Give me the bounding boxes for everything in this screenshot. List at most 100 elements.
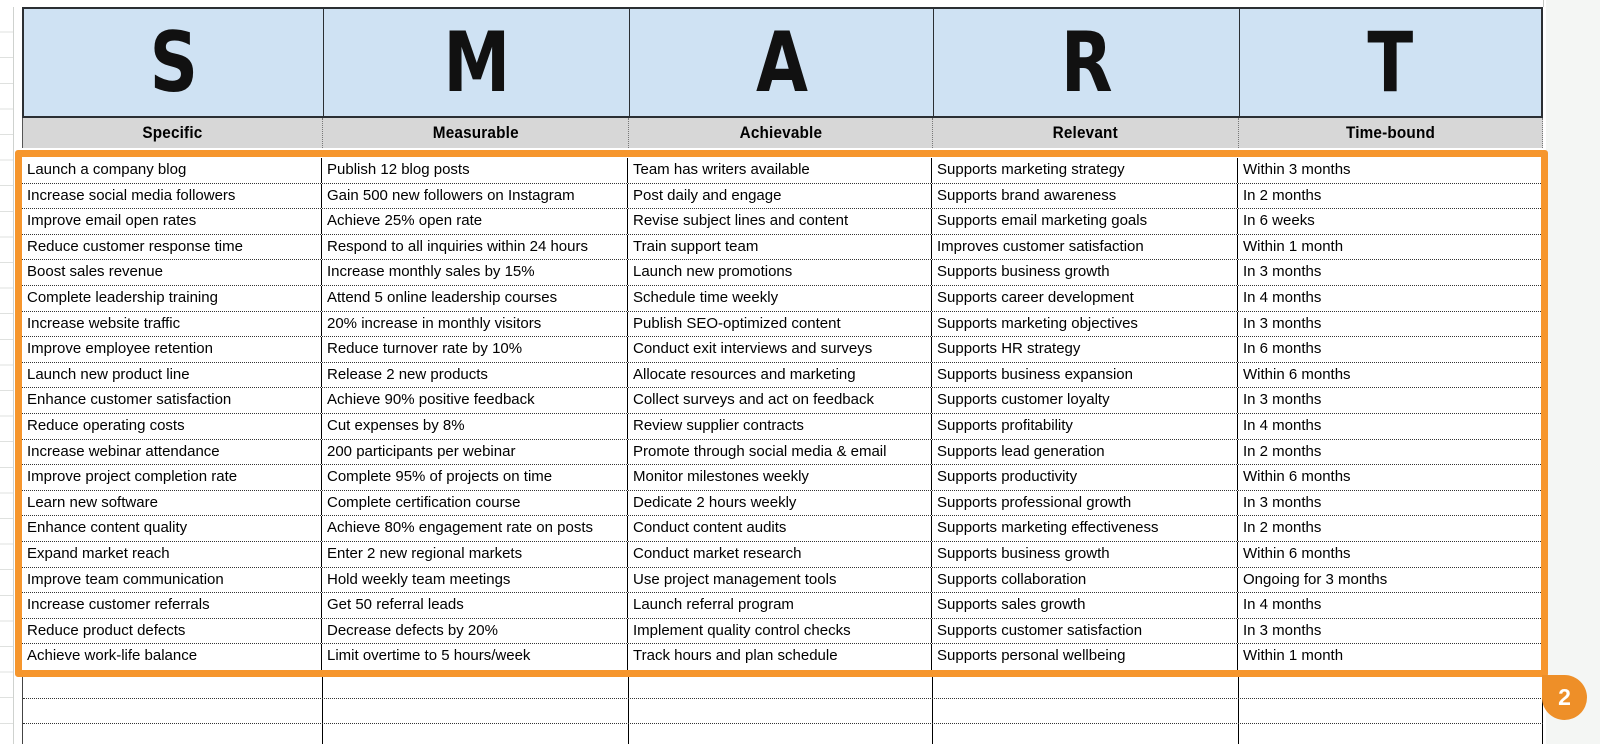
cell-relevant[interactable]: Supports marketing objectives <box>932 311 1238 337</box>
cell-relevant[interactable]: Supports HR strategy <box>932 337 1238 362</box>
cell-measurable[interactable]: Achieve 90% positive feedback <box>322 388 628 413</box>
cell-specific[interactable]: Learn new software <box>22 490 322 516</box>
cell-timebound[interactable]: Ongoing for 3 months <box>1238 567 1543 593</box>
cell-relevant[interactable]: Supports sales growth <box>932 593 1238 618</box>
header-cell-s[interactable]: S <box>24 9 324 116</box>
cell-timebound[interactable]: In 3 months <box>1238 260 1543 285</box>
cell-timebound[interactable]: Within 3 months <box>1238 158 1543 183</box>
cell-timebound[interactable]: In 2 months <box>1238 439 1543 465</box>
cell-measurable[interactable]: Reduce turnover rate by 10% <box>322 337 628 362</box>
cell-relevant[interactable]: Supports customer satisfaction <box>932 618 1238 644</box>
subheader-measurable[interactable]: Measurable <box>323 118 629 148</box>
subheader-achievable[interactable]: Achievable <box>629 118 933 148</box>
cell-timebound[interactable]: Within 6 months <box>1238 465 1543 490</box>
cell-specific[interactable]: Launch new product line <box>22 362 322 388</box>
empty-cell[interactable] <box>323 677 629 744</box>
cell-relevant[interactable]: Supports business growth <box>932 541 1238 567</box>
cell-relevant[interactable]: Supports marketing strategy <box>932 158 1238 183</box>
collaborator-badge[interactable]: 2 <box>1542 675 1587 720</box>
cell-measurable[interactable]: Decrease defects by 20% <box>322 618 628 644</box>
cell-relevant[interactable]: Supports collaboration <box>932 567 1238 593</box>
cell-achievable[interactable]: Implement quality control checks <box>628 618 932 644</box>
cell-relevant[interactable]: Supports profitability <box>932 413 1238 439</box>
cell-timebound[interactable]: Within 6 months <box>1238 541 1543 567</box>
cell-timebound[interactable]: In 3 months <box>1238 490 1543 516</box>
cell-measurable[interactable]: Hold weekly team meetings <box>322 567 628 593</box>
cell-relevant[interactable]: Supports lead generation <box>932 439 1238 465</box>
header-cell-a[interactable]: A <box>630 9 934 116</box>
cell-achievable[interactable]: Collect surveys and act on feedback <box>628 388 932 413</box>
cell-measurable[interactable]: Increase monthly sales by 15% <box>322 260 628 285</box>
cell-specific[interactable]: Enhance customer satisfaction <box>22 388 322 413</box>
cell-specific[interactable]: Increase social media followers <box>22 183 322 209</box>
header-cell-t[interactable]: T <box>1240 9 1541 116</box>
cell-achievable[interactable]: Schedule time weekly <box>628 285 932 311</box>
cell-measurable[interactable]: Publish 12 blog posts <box>322 158 628 183</box>
cell-relevant[interactable]: Supports productivity <box>932 465 1238 490</box>
cell-achievable[interactable]: Team has writers available <box>628 158 932 183</box>
cell-measurable[interactable]: Cut expenses by 8% <box>322 413 628 439</box>
cell-specific[interactable]: Improve project completion rate <box>22 465 322 490</box>
cell-measurable[interactable]: Achieve 25% open rate <box>322 209 628 234</box>
cell-specific[interactable]: Enhance content quality <box>22 516 322 541</box>
cell-measurable[interactable]: Gain 500 new followers on Instagram <box>322 183 628 209</box>
subheader-timebound[interactable]: Time-bound <box>1345 123 1436 142</box>
cell-specific[interactable]: Improve employee retention <box>22 337 322 362</box>
cell-timebound[interactable]: In 4 months <box>1238 285 1543 311</box>
cell-achievable[interactable]: Allocate resources and marketing <box>628 362 932 388</box>
cell-timebound[interactable]: In 3 months <box>1238 311 1543 337</box>
cell-timebound[interactable]: In 6 weeks <box>1238 209 1543 234</box>
cell-relevant[interactable]: Supports brand awareness <box>932 183 1238 209</box>
cell-specific[interactable]: Increase webinar attendance <box>22 439 322 465</box>
cell-measurable[interactable]: Get 50 referral leads <box>322 593 628 618</box>
subheader-specific[interactable]: Specific <box>23 118 323 148</box>
cell-measurable[interactable]: Attend 5 online leadership courses <box>322 285 628 311</box>
cell-achievable[interactable]: Launch referral program <box>628 593 932 618</box>
cell-achievable[interactable]: Promote through social media & email <box>628 439 932 465</box>
cell-timebound[interactable]: Within 1 month <box>1238 234 1543 260</box>
cell-specific[interactable]: Achieve work-life balance <box>22 644 322 670</box>
cell-measurable[interactable]: Respond to all inquiries within 24 hours <box>322 234 628 260</box>
cell-relevant[interactable]: Supports career development <box>932 285 1238 311</box>
cell-achievable[interactable]: Conduct exit interviews and surveys <box>628 337 932 362</box>
cell-achievable[interactable]: Monitor milestones weekly <box>628 465 932 490</box>
cell-specific[interactable]: Increase customer referrals <box>22 593 322 618</box>
cell-timebound[interactable]: In 6 months <box>1238 337 1543 362</box>
cell-measurable[interactable]: Complete 95% of projects on time <box>322 465 628 490</box>
cell-timebound[interactable]: Within 6 months <box>1238 362 1543 388</box>
cell-specific[interactable]: Launch a company blog <box>22 158 322 183</box>
cell-timebound[interactable]: In 4 months <box>1238 593 1543 618</box>
cell-measurable[interactable]: Enter 2 new regional markets <box>322 541 628 567</box>
header-cell-r[interactable]: R <box>934 9 1240 116</box>
cell-achievable[interactable]: Review supplier contracts <box>628 413 932 439</box>
cell-achievable[interactable]: Dedicate 2 hours weekly <box>628 490 932 516</box>
cell-specific[interactable]: Improve team communication <box>22 567 322 593</box>
cell-specific[interactable]: Complete leadership training <box>22 285 322 311</box>
header-cell-m[interactable]: M <box>324 9 630 116</box>
empty-cell[interactable] <box>23 677 323 744</box>
cell-achievable[interactable]: Publish SEO-optimized content <box>628 311 932 337</box>
empty-cell[interactable] <box>1239 677 1543 744</box>
cell-specific[interactable]: Expand market reach <box>22 541 322 567</box>
cell-measurable[interactable]: Release 2 new products <box>322 362 628 388</box>
cell-achievable[interactable]: Conduct market research <box>628 541 932 567</box>
cell-specific[interactable]: Reduce operating costs <box>22 413 322 439</box>
cell-achievable[interactable]: Use project management tools <box>628 567 932 593</box>
cell-achievable[interactable]: Train support team <box>628 234 932 260</box>
cell-specific[interactable]: Improve email open rates <box>22 209 322 234</box>
empty-cell[interactable] <box>933 677 1239 744</box>
cell-timebound[interactable]: In 3 months <box>1238 618 1543 644</box>
cell-relevant[interactable]: Supports professional growth <box>932 490 1238 516</box>
cell-timebound[interactable]: In 2 months <box>1238 183 1543 209</box>
cell-achievable[interactable]: Post daily and engage <box>628 183 932 209</box>
cell-achievable[interactable]: Revise subject lines and content <box>628 209 932 234</box>
cell-specific[interactable]: Increase website traffic <box>22 311 322 337</box>
cell-relevant[interactable]: Supports personal wellbeing <box>932 644 1238 670</box>
cell-timebound[interactable]: In 4 months <box>1238 413 1543 439</box>
cell-relevant[interactable]: Supports business growth <box>932 260 1238 285</box>
cell-relevant[interactable]: Supports email marketing goals <box>932 209 1238 234</box>
cell-achievable[interactable]: Conduct content audits <box>628 516 932 541</box>
cell-specific[interactable]: Reduce customer response time <box>22 234 322 260</box>
cell-measurable[interactable]: Limit overtime to 5 hours/week <box>322 644 628 670</box>
cell-achievable[interactable]: Track hours and plan schedule <box>628 644 932 670</box>
